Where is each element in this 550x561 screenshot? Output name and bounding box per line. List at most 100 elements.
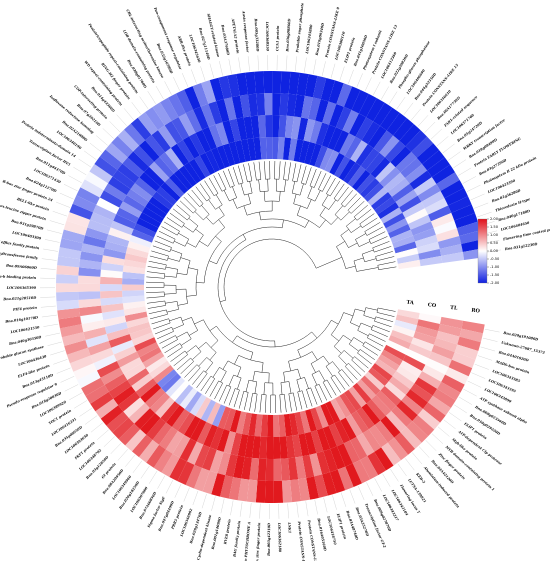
- heat-cell-ta-3: [392, 324, 416, 338]
- heat-cell-co-43: [196, 421, 213, 445]
- heat-cell-ta-37: [242, 412, 252, 436]
- heat-cell-ta-7: [383, 344, 406, 361]
- heat-cell-ro-63: [64, 340, 88, 355]
- heat-cell-ro-94: [152, 102, 172, 126]
- heat-cell-ro-53: [106, 411, 129, 433]
- heat-cell-tl-13: [396, 400, 418, 422]
- heat-cell-ta-11: [371, 363, 393, 382]
- heat-cell-co-23: [328, 423, 344, 447]
- heat-cell-co-127: [379, 167, 401, 188]
- heat-cell-ro-45: [161, 453, 180, 478]
- heat-cell-tl-140: [439, 243, 463, 256]
- heat-cell-co-67: [101, 303, 124, 313]
- heat-cell-tl-135: [428, 205, 452, 222]
- heat-cell-ta-80: [133, 223, 157, 238]
- heat-cell-ro-55: [95, 398, 119, 419]
- heat-cell-co-35: [251, 435, 261, 459]
- heat-cell-ro-31: [281, 480, 293, 503]
- heat-cell-ro-90: [124, 123, 146, 146]
- heat-cell-ro-39: [211, 473, 226, 497]
- heat-cell-co-12: [384, 381, 406, 401]
- heat-cell-ta-87: [156, 186, 177, 206]
- heat-cell-tl-67: [79, 305, 102, 317]
- heat-cell-ro-0: [461, 320, 485, 334]
- heat-cell-tl-94: [164, 121, 183, 144]
- heat-cell-ro-76: [61, 229, 86, 244]
- heat-cell-co-70: [100, 283, 123, 292]
- heat-cell-ro-13: [412, 415, 435, 437]
- heat-cell-ro-35: [246, 479, 258, 503]
- heat-cell-ro-135: [448, 196, 472, 213]
- heat-cell-tl-131: [413, 177, 437, 196]
- heat-cell-co-6: [405, 349, 429, 365]
- heat-cell-ro-104: [236, 72, 248, 96]
- heat-cell-co-10: [392, 371, 415, 390]
- heat-cell-ro-131: [431, 164, 456, 184]
- heat-cell-tl-17: [374, 420, 395, 443]
- heat-cell-tl-117: [335, 106, 352, 131]
- heat-cell-co-60: [113, 345, 137, 362]
- heat-cell-co-40: [216, 429, 230, 453]
- heat-cell-tl-112: [301, 95, 313, 119]
- heat-cell-ro-91: [130, 117, 152, 141]
- heat-cell-co-21: [340, 417, 357, 441]
- heat-cell-ta-28: [294, 411, 305, 435]
- heat-cell-tl-122: [367, 125, 387, 149]
- heat-cell-ta-57: [142, 351, 165, 369]
- heat-cell-co-111: [291, 116, 302, 140]
- heat-cell-ta-91: [173, 169, 193, 191]
- heat-cell-ro-105: [245, 71, 257, 95]
- heat-cell-tl-96: [178, 113, 196, 137]
- heat-cell-co-95: [182, 136, 200, 159]
- heat-cell-tl-50: [140, 413, 161, 435]
- heat-cell-co-69: [100, 290, 123, 299]
- heat-cell-ta-0: [397, 309, 420, 320]
- heat-cell-ta-44: [200, 399, 216, 422]
- heat-cell-ta-10: [374, 358, 397, 377]
- heat-cell-co-82: [119, 201, 142, 218]
- heat-cell-co-101: [222, 120, 235, 144]
- heat-cell-ro-14: [406, 421, 429, 443]
- heat-cell-ta-40: [223, 408, 236, 431]
- legend-tick-label: 0.00: [490, 249, 499, 253]
- heat-cell-ro-95: [160, 97, 179, 122]
- heat-cell-ro-127: [411, 136, 434, 158]
- gene-label: LOC106403300: [11, 230, 42, 240]
- heat-cell-tl-101: [216, 99, 230, 123]
- heat-cell-tl-2: [436, 330, 460, 345]
- ring-label-co: CO: [427, 302, 437, 309]
- heat-cell-tl-46: [165, 430, 184, 454]
- gene-label: Bna.005g33280D: [254, 17, 260, 51]
- heat-cell-ro-59: [77, 370, 101, 389]
- heat-cell-ro-74: [58, 247, 82, 260]
- heat-cell-co-45: [183, 415, 201, 439]
- heat-cell-co-63: [106, 327, 130, 341]
- heat-cell-ro-109: [280, 71, 291, 94]
- heat-cell-co-56: [127, 368, 150, 386]
- heat-cell-ro-83: [84, 171, 109, 191]
- heat-cell-ta-8: [380, 349, 403, 366]
- heat-cell-tl-20: [356, 433, 375, 456]
- heat-cell-tl-116: [329, 103, 345, 128]
- heat-cell-tl-141: [441, 251, 465, 264]
- heat-cell-ta-124: [351, 169, 371, 191]
- heat-cell-co-109: [278, 115, 287, 138]
- heat-cell-tl-66: [80, 312, 104, 325]
- gene-label: Bna.003g42310D: [267, 523, 271, 557]
- gene-label: Bna.016g10170D: [4, 316, 38, 324]
- heat-cell-ro-126: [405, 130, 428, 152]
- heat-cell-ta-58: [139, 346, 162, 363]
- heat-cell-ta-1: [395, 314, 419, 326]
- heat-cell-ro-15: [400, 426, 422, 449]
- heat-cell-co-4: [411, 337, 434, 352]
- heat-cell-co-96: [189, 132, 206, 156]
- heat-cell-ta-60: [134, 337, 157, 352]
- heat-cell-tl-3: [433, 337, 458, 353]
- heat-cell-co-72: [100, 269, 123, 279]
- heat-cell-ro-3: [454, 344, 479, 360]
- heat-cell-ta-126: [360, 178, 380, 198]
- heat-cell-ta-76: [125, 247, 149, 259]
- heat-cell-ro-58: [81, 377, 105, 397]
- heat-cell-ro-40: [202, 470, 218, 495]
- heat-cell-co-100: [215, 122, 229, 146]
